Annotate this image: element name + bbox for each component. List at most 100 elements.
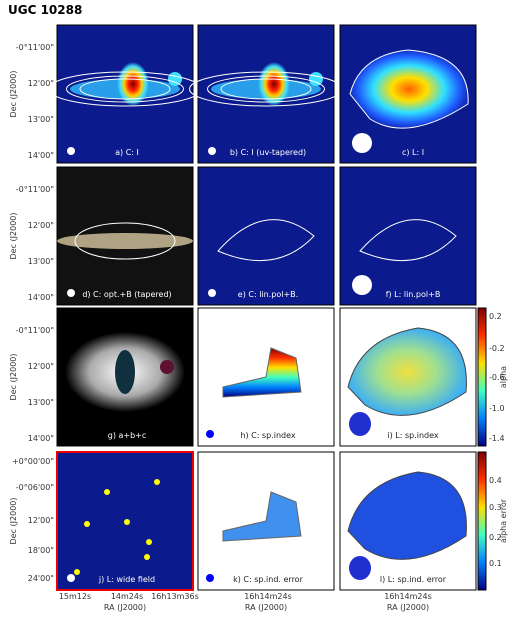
y-tick-label: +0°00'00": [12, 457, 54, 466]
colorbar-tick-label: 0.4: [489, 476, 502, 485]
panel: e) C: lin.pol+B.: [197, 166, 335, 306]
spectral-map: [347, 471, 467, 560]
beam: [206, 574, 214, 582]
panel: h) C: sp.index: [197, 307, 335, 447]
beam: [208, 289, 216, 297]
panel: d) C: opt.+B (tapered): [56, 166, 194, 306]
panel: k) C: sp.ind. error: [197, 451, 335, 591]
y-tick-label: 14'00": [28, 434, 54, 443]
y-tick-label: 24'00": [28, 574, 54, 583]
y-tick-label: -0°06'00": [16, 483, 54, 492]
panel-label: k) C: sp.ind. error: [233, 575, 303, 584]
galaxy: [57, 233, 193, 249]
panel-label: f) L: lin.pol+B: [386, 290, 441, 299]
panel: a) C: I: [48, 24, 202, 164]
contour: [207, 75, 325, 103]
colorbar-label: alpha: [499, 366, 508, 388]
beam: [206, 430, 214, 438]
y-tick-label: 13'00": [28, 398, 54, 407]
spectral-map: [222, 347, 302, 398]
source: [154, 479, 160, 485]
emission: [349, 49, 469, 129]
y-tick-label: 12'00": [28, 221, 54, 230]
y-axis-label: Dec (J2000): [9, 213, 18, 260]
panel-label: g) a+b+c: [108, 431, 147, 440]
x-axis-label: RA (J2000): [245, 603, 287, 612]
x-axis-label: RA (J2000): [387, 603, 429, 612]
colorbar-tick-label: -1.0: [489, 404, 505, 413]
y-tick-label: 18'00": [28, 546, 54, 555]
y-axis-label: Dec (J2000): [9, 71, 18, 118]
x-tick-label: 16h14m24s: [384, 592, 432, 601]
panel: c) L: I: [339, 24, 477, 164]
emission-core: [258, 62, 290, 106]
source: [146, 539, 152, 545]
spectral-map: [347, 327, 467, 416]
contour: [74, 222, 176, 260]
panel: g) a+b+c: [56, 307, 194, 447]
colorbar-tick-label: -1.4: [489, 434, 505, 443]
beam: [208, 147, 216, 155]
y-tick-label: 12'00": [28, 79, 54, 88]
colorbar-tick-label: 0.1: [489, 559, 502, 568]
x-tick-label: 15m12s: [59, 592, 91, 601]
y-tick-label: -0°11'00": [16, 185, 54, 194]
panel-label: e) C: lin.pol+B.: [238, 290, 298, 299]
y-tick-label: 14'00": [28, 293, 54, 302]
y-tick-label: 13'00": [28, 257, 54, 266]
beam: [349, 412, 371, 436]
contour: [79, 78, 171, 100]
y-tick-label: 14'00": [28, 151, 54, 160]
contour: [220, 78, 312, 100]
emission-core: [117, 62, 149, 106]
beam: [67, 289, 75, 297]
panel-label: a) C: I: [115, 148, 139, 157]
panel: j) L: wide field: [56, 451, 194, 591]
y-tick-label: -0°11'00": [16, 326, 54, 335]
beam: [352, 275, 372, 295]
source: [124, 519, 130, 525]
figure-title: UGC 10288: [8, 3, 82, 17]
colorbar: [477, 451, 487, 591]
contour: [359, 219, 457, 262]
panel-label: l) L: sp.ind. error: [380, 575, 447, 584]
source: [104, 489, 110, 495]
colorbar-tick-label: -0.6: [489, 373, 505, 382]
panel-label: i) L: sp.index: [387, 431, 439, 440]
y-tick-label: 13'00": [28, 115, 54, 124]
source: [84, 521, 90, 527]
spectral-map: [222, 491, 302, 542]
y-tick-label: -0°11'00": [16, 43, 54, 52]
panel-label: d) C: opt.+B (tapered): [82, 290, 171, 299]
panel: l) L: sp.ind. error: [339, 451, 477, 591]
colorbar-tick-label: 0.2: [489, 533, 502, 542]
colorbar-label: alpha error: [499, 498, 508, 543]
x-tick-label: 14m24s: [111, 592, 143, 601]
source: [74, 569, 80, 575]
source: [144, 554, 150, 560]
beam: [67, 574, 75, 582]
x-tick-label: 16h14m24s: [244, 592, 292, 601]
panel-label: h) C: sp.index: [240, 431, 296, 440]
emission-blob: [160, 360, 174, 374]
emission-core: [115, 350, 135, 394]
panel: b) C: I (uv-tapered): [189, 24, 343, 164]
beam: [349, 556, 371, 580]
x-axis-label: RA (J2000): [104, 603, 146, 612]
panel-label: c) L: I: [402, 148, 424, 157]
y-axis-label: Dec (J2000): [9, 354, 18, 401]
panel: f) L: lin.pol+B: [339, 166, 477, 306]
panel-label: j) L: wide field: [98, 575, 155, 584]
panel: i) L: sp.index: [339, 307, 477, 447]
contour: [66, 75, 184, 103]
beam: [67, 147, 75, 155]
panel-background: [197, 166, 335, 306]
contour: [217, 219, 315, 262]
colorbar: [477, 307, 487, 447]
colorbar-tick-label: -0.2: [489, 344, 505, 353]
panel-label: b) C: I (uv-tapered): [230, 148, 306, 157]
y-tick-label: 12'00": [28, 362, 54, 371]
y-axis-label: Dec (J2000): [9, 498, 18, 545]
x-tick-label: 16h13m36s: [151, 592, 199, 601]
